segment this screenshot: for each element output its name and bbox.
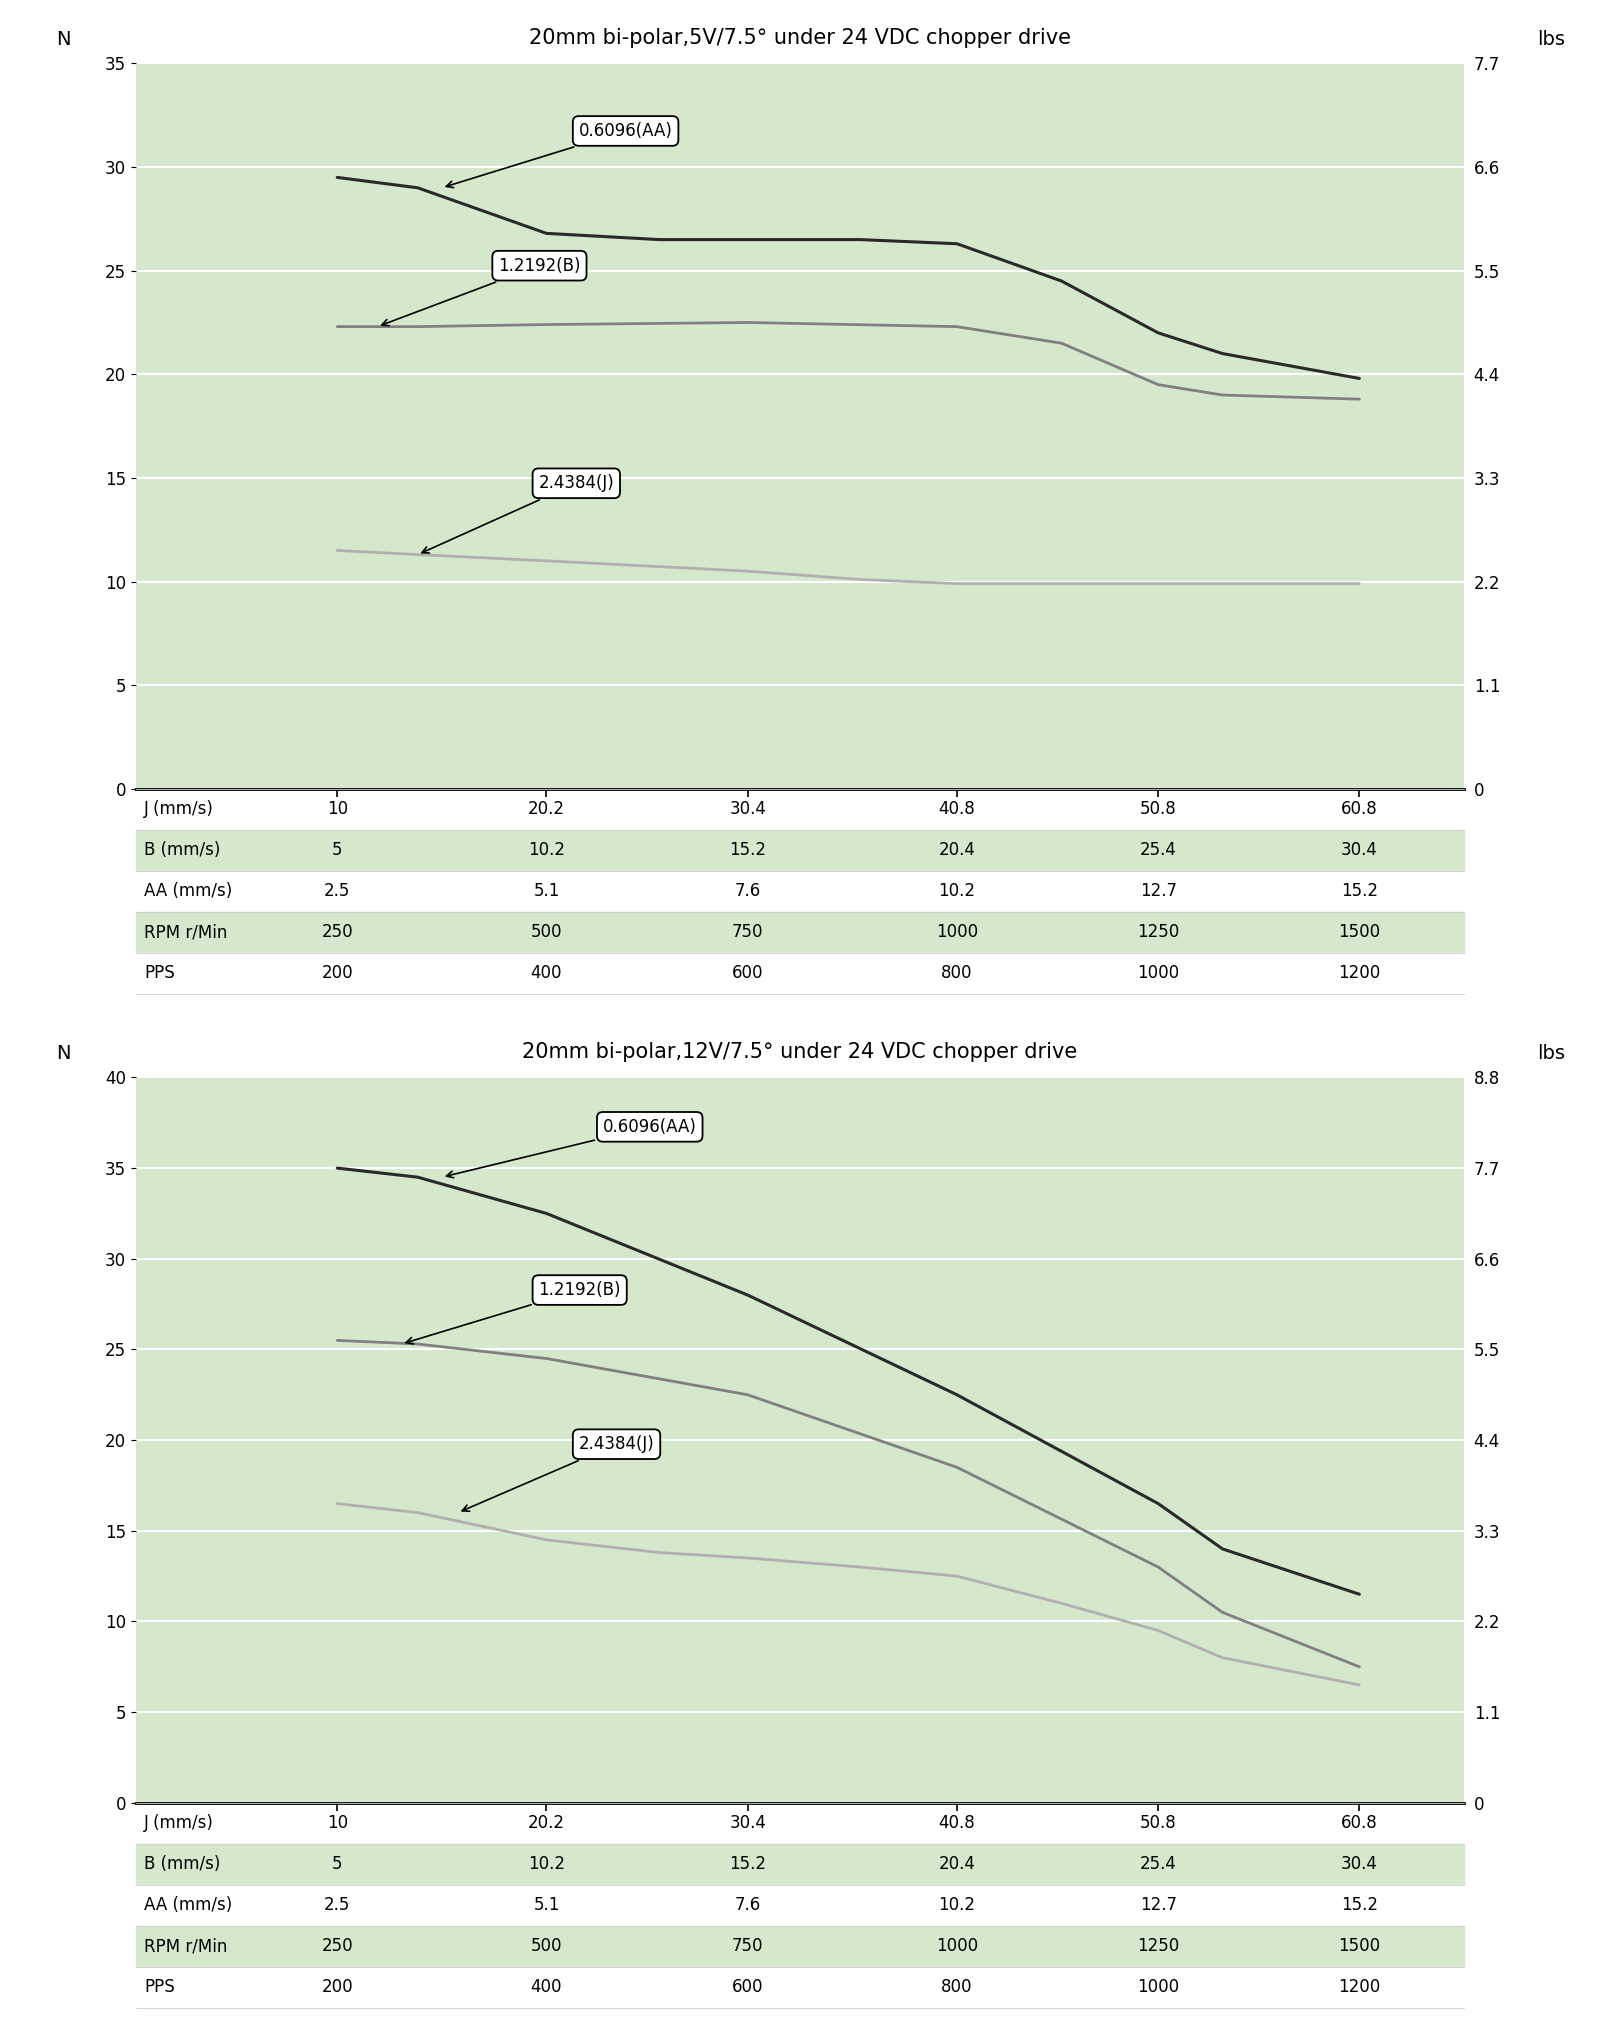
Text: 1000: 1000 (1138, 963, 1179, 982)
Text: 5: 5 (331, 842, 342, 860)
Text: 1000: 1000 (936, 923, 978, 941)
Text: 40.8: 40.8 (939, 801, 976, 817)
Text: 600: 600 (731, 1977, 763, 1996)
Text: 20.2: 20.2 (528, 801, 565, 817)
Text: AA (mm/s): AA (mm/s) (144, 1896, 232, 1914)
Text: 1000: 1000 (1138, 1977, 1179, 1996)
Text: 5.1: 5.1 (533, 1896, 560, 1914)
Text: 500: 500 (531, 923, 562, 941)
Text: 1500: 1500 (1338, 1937, 1381, 1955)
Text: AA (mm/s): AA (mm/s) (144, 882, 232, 900)
Text: 5: 5 (331, 1856, 342, 1874)
Text: 10: 10 (326, 801, 347, 817)
Text: 1250: 1250 (1138, 923, 1179, 941)
Text: B (mm/s): B (mm/s) (144, 1856, 221, 1874)
Text: 750: 750 (731, 1937, 763, 1955)
Text: 400: 400 (531, 1977, 562, 1996)
Text: 250: 250 (322, 923, 354, 941)
Text: 250: 250 (322, 1937, 354, 1955)
Text: 500: 500 (531, 1937, 562, 1955)
Text: 2.5: 2.5 (325, 882, 350, 900)
Text: 60.8: 60.8 (1341, 801, 1378, 817)
Text: 750: 750 (731, 923, 763, 941)
Text: B (mm/s): B (mm/s) (144, 842, 221, 860)
Text: 12.7: 12.7 (1139, 1896, 1176, 1914)
Text: PPS: PPS (144, 1977, 174, 1996)
Text: 10.2: 10.2 (528, 1856, 565, 1874)
Text: RPM r/Min: RPM r/Min (144, 1937, 227, 1955)
Text: RPM r/Min: RPM r/Min (144, 923, 227, 941)
Text: 20.2: 20.2 (528, 1815, 565, 1831)
Text: 30.4: 30.4 (730, 801, 766, 817)
Text: 10.2: 10.2 (939, 1896, 976, 1914)
Text: 60.8: 60.8 (1341, 1815, 1378, 1831)
Text: 800: 800 (941, 963, 973, 982)
Text: 10.2: 10.2 (528, 842, 565, 860)
Text: 1250: 1250 (1138, 1937, 1179, 1955)
Text: 15.2: 15.2 (730, 842, 766, 860)
Title: 20mm bi-polar,5V/7.5° under 24 VDC chopper drive: 20mm bi-polar,5V/7.5° under 24 VDC chopp… (530, 28, 1070, 49)
Text: 2.4384(J): 2.4384(J) (422, 475, 614, 554)
Text: 1.2192(B): 1.2192(B) (406, 1282, 621, 1345)
Text: 1200: 1200 (1338, 1977, 1381, 1996)
Text: 0.6096(AA): 0.6096(AA) (446, 1117, 696, 1178)
Text: 25.4: 25.4 (1139, 842, 1176, 860)
Text: 0.6096(AA): 0.6096(AA) (446, 122, 672, 189)
Text: 50.8: 50.8 (1139, 801, 1176, 817)
Text: 800: 800 (941, 1977, 973, 1996)
Title: 20mm bi-polar,12V/7.5° under 24 VDC chopper drive: 20mm bi-polar,12V/7.5° under 24 VDC chop… (522, 1042, 1078, 1063)
Text: 7.6: 7.6 (734, 882, 762, 900)
Text: 20.4: 20.4 (939, 842, 976, 860)
Text: 600: 600 (731, 963, 763, 982)
Text: 10: 10 (326, 1815, 347, 1831)
Text: 40.8: 40.8 (939, 1815, 976, 1831)
Text: 12.7: 12.7 (1139, 882, 1176, 900)
Text: 15.2: 15.2 (1341, 882, 1378, 900)
Text: 2.5: 2.5 (325, 1896, 350, 1914)
Text: PPS: PPS (144, 963, 174, 982)
Text: 5.1: 5.1 (533, 882, 560, 900)
Text: N: N (56, 30, 70, 49)
Text: 1.2192(B): 1.2192(B) (382, 258, 581, 327)
Text: 2.4384(J): 2.4384(J) (462, 1436, 654, 1511)
Text: N: N (56, 1044, 70, 1063)
Text: 30.4: 30.4 (730, 1815, 766, 1831)
Text: 25.4: 25.4 (1139, 1856, 1176, 1874)
Text: J (mm/s): J (mm/s) (144, 1815, 214, 1831)
Text: 200: 200 (322, 963, 354, 982)
Text: 200: 200 (322, 1977, 354, 1996)
Text: 20.4: 20.4 (939, 1856, 976, 1874)
Text: 30.4: 30.4 (1341, 1856, 1378, 1874)
Text: lbs: lbs (1538, 1044, 1565, 1063)
Text: 1000: 1000 (936, 1937, 978, 1955)
Text: 400: 400 (531, 963, 562, 982)
Text: 7.6: 7.6 (734, 1896, 762, 1914)
Text: 50.8: 50.8 (1139, 1815, 1176, 1831)
Text: 15.2: 15.2 (730, 1856, 766, 1874)
Text: 1500: 1500 (1338, 923, 1381, 941)
Text: lbs: lbs (1538, 30, 1565, 49)
Text: 1200: 1200 (1338, 963, 1381, 982)
Text: J (mm/s): J (mm/s) (144, 801, 214, 817)
Text: 30.4: 30.4 (1341, 842, 1378, 860)
Text: 10.2: 10.2 (939, 882, 976, 900)
Text: 15.2: 15.2 (1341, 1896, 1378, 1914)
